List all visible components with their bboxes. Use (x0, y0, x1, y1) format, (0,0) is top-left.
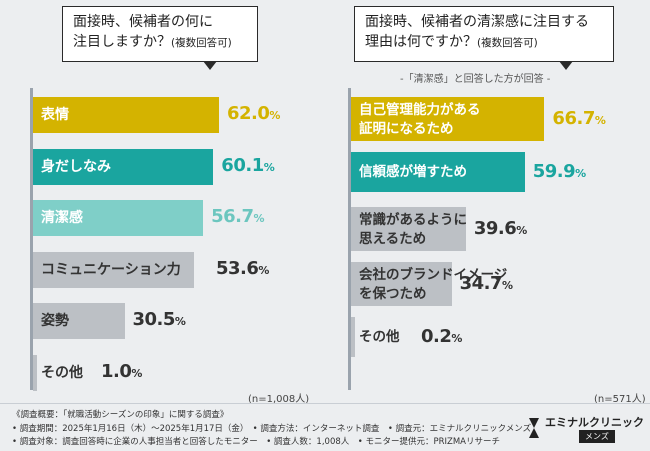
right-chart-panel: 面接時、候補者の清潔感に注目する 理由は何ですか？(複数回答可) -「清潔感」と… (328, 0, 650, 405)
bar-label: 清潔感 (41, 210, 83, 226)
right-question-line2: 理由は何ですか？ (365, 34, 477, 50)
left-question-note: (複数回答可) (171, 37, 232, 49)
bar (351, 97, 545, 141)
bar-label: コミュニケーション力 (41, 261, 181, 278)
bar-label: その他 (359, 329, 400, 345)
bar-label: 姿勢 (41, 313, 69, 329)
bar-label: 身だしなみ (41, 158, 111, 175)
left-question-line1: 面接時、候補者の何に (73, 14, 213, 30)
left-chart-panel: 面接時、候補者の何に 注目しますか？(複数回答可) 表情 62.0% 身だしなみ 60… (0, 0, 322, 405)
left-sample-note: (n=1,008人) (248, 394, 310, 405)
survey-footer: 《調査概要：「就職活動シーズンの印象」に関する調査》 • 調査期間：2025年1… (0, 403, 650, 451)
bar-value: 60.1% (221, 154, 275, 176)
bar (33, 97, 219, 133)
bar-value: 53.6% (216, 257, 269, 279)
bar (33, 148, 214, 185)
right-sample-note: (n=571人) (594, 394, 646, 405)
bar (351, 207, 466, 251)
right-question-line1: 面接時、候補者の清潔感に注目する (365, 14, 589, 30)
bar-value: 1.0% (101, 360, 142, 382)
bar-value: 34.7% (459, 273, 513, 294)
bar-value: 59.9% (532, 161, 586, 182)
bar-label: その他 (41, 364, 83, 381)
bar-value: 39.6% (473, 218, 527, 239)
footer-line1: 《調査概要：「就職活動シーズンの印象」に関する調査》 (12, 410, 229, 420)
right-question-box: 面接時、候補者の清潔感に注目する 理由は何ですか？(複数回答可) (354, 6, 614, 70)
bar-value: 62.0% (227, 103, 280, 124)
bar-label: 思えるため (359, 231, 427, 247)
bar-label: 表情 (41, 107, 69, 123)
bar-label: 常識があるように (359, 212, 467, 228)
bar-value: 56.7% (211, 206, 265, 227)
bar (351, 152, 525, 192)
logo-sub: メンズ (579, 430, 615, 443)
footer-line2: • 調査期間：2025年1月16日（木）～2025年1月17日（金） • 調査方… (12, 424, 532, 434)
footer-line3: • 調査対象：調査回答時に企業の人事担当者と回答したモニター • 調査人数：1,… (12, 437, 500, 447)
bar (33, 200, 204, 236)
logo-title: エミナルクリニック (545, 416, 644, 429)
bar (351, 262, 452, 306)
bar-label: 自己管理能力がある (359, 102, 481, 118)
bar-label: 会社のブランドイメージ (359, 267, 508, 283)
clinic-logo: エミナルクリニック メンズ (525, 414, 644, 444)
right-axis (348, 88, 351, 390)
bar (33, 303, 125, 339)
right-question-note: (複数回答可) (477, 37, 538, 49)
bar-label: 証明になるため (359, 121, 454, 137)
left-axis (30, 88, 33, 390)
bar (351, 317, 355, 357)
bar-value: 66.7% (552, 108, 606, 129)
bar-value: 30.5% (132, 309, 186, 330)
right-highlight-note: -「清潔感」と回答した方が回答 - (400, 74, 551, 85)
bar-label: を保つため (359, 286, 427, 302)
bar (33, 251, 194, 288)
bar (33, 354, 37, 391)
left-question-line2: 注目しますか？ (73, 34, 171, 50)
bar-value: 0.2% (421, 326, 462, 347)
left-question-box: 面接時、候補者の何に 注目しますか？(複数回答可) (62, 6, 258, 70)
logo-mark-icon (529, 418, 539, 438)
bar-label: 信頼感が増すため (359, 164, 467, 180)
